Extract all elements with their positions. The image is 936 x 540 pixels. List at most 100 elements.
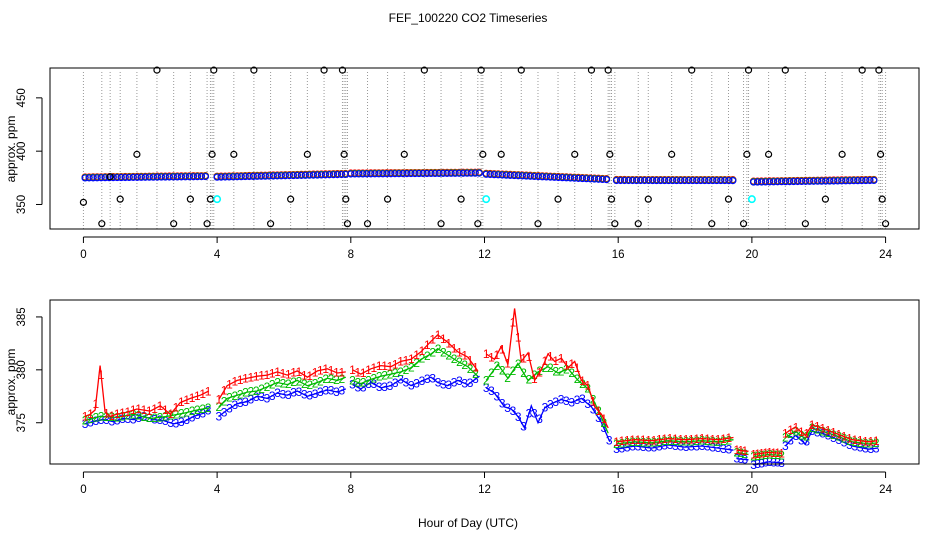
bottom-series-1-point: 1 bbox=[408, 352, 415, 366]
top-series-3-point bbox=[870, 176, 878, 185]
top-series-3-point bbox=[677, 176, 685, 185]
bottom-series-3-point: 3 bbox=[237, 396, 244, 410]
top-series-3-point bbox=[669, 176, 677, 185]
bottom-series-1-point: 1 bbox=[173, 401, 180, 415]
bottom-series-1-point: 1 bbox=[619, 434, 626, 448]
bottom-series-1-point: 1 bbox=[253, 369, 260, 383]
top-x-tick-label: 16 bbox=[612, 249, 625, 261]
bottom-series-3-point: 3 bbox=[429, 372, 436, 386]
top-series-3-point bbox=[265, 172, 273, 180]
bottom-series-1-point: 1 bbox=[742, 444, 749, 458]
top-series-3-point bbox=[653, 176, 661, 185]
bottom-series-3-point: 3 bbox=[248, 393, 255, 407]
top-reference-point bbox=[724, 195, 733, 203]
bottom-series-2-line bbox=[736, 451, 749, 456]
top-series-3-point bbox=[347, 170, 355, 178]
bottom-series-1-point: 1 bbox=[125, 405, 132, 419]
top-series-3-point bbox=[645, 176, 653, 185]
top-series-3-point bbox=[415, 169, 423, 178]
bottom-series-3-point: 3 bbox=[167, 416, 174, 430]
bottom-series-1-point: 1 bbox=[873, 434, 880, 448]
bottom-series-3-point: 3 bbox=[619, 441, 626, 455]
bottom-series-3-point: 3 bbox=[360, 380, 367, 394]
bottom-series-1-point: 1 bbox=[280, 367, 287, 381]
top-series-3-point bbox=[375, 170, 383, 178]
top-series-3-point bbox=[455, 169, 463, 177]
bottom-series-1-point: 1 bbox=[830, 426, 837, 440]
bottom-series-2-point: 2 bbox=[563, 362, 570, 376]
top-series-3-point bbox=[137, 173, 145, 181]
bottom-series-1-point: 1 bbox=[338, 365, 345, 379]
bottom-series-2-point: 2 bbox=[242, 386, 249, 400]
bottom-series-2-point: 2 bbox=[770, 448, 777, 462]
top-series-3-point bbox=[566, 174, 574, 182]
top-series-3-point bbox=[518, 172, 526, 180]
top-series-3-point bbox=[494, 171, 502, 179]
bottom-series-3-point: 3 bbox=[667, 438, 674, 452]
bottom-series-2-point: 2 bbox=[114, 410, 121, 424]
top-series-3-point bbox=[273, 172, 281, 180]
bottom-series-1-point: 1 bbox=[851, 433, 858, 447]
bottom-series-3-point: 3 bbox=[787, 433, 794, 447]
bottom-series-2-point: 2 bbox=[253, 384, 260, 398]
bottom-series-3-point: 3 bbox=[606, 433, 613, 447]
bottom-series-1-point: 1 bbox=[306, 369, 313, 383]
bottom-series-1-point: 1 bbox=[371, 361, 378, 375]
bottom-series-1-point: 1 bbox=[130, 403, 137, 417]
bottom-series-2-point: 2 bbox=[624, 436, 631, 450]
bottom-series-2-point: 2 bbox=[488, 366, 495, 380]
bottom-series-2-point: 2 bbox=[135, 409, 142, 423]
bottom-series-2-point: 2 bbox=[857, 436, 864, 450]
bottom-series-1-point: 1 bbox=[688, 432, 695, 446]
bottom-series-2-point: 2 bbox=[515, 357, 522, 371]
bottom-series-2-point: 2 bbox=[720, 434, 727, 448]
bottom-series-1-point: 1 bbox=[141, 403, 148, 417]
top-reference-point bbox=[338, 66, 347, 74]
bottom-series-1-point: 1 bbox=[456, 346, 463, 360]
top-series-3-point bbox=[526, 172, 534, 180]
bottom-series-3-point: 3 bbox=[205, 403, 212, 417]
bottom-x-tick-label: 24 bbox=[879, 484, 892, 496]
top-reference-point bbox=[266, 220, 275, 228]
bottom-series-2-point: 2 bbox=[167, 409, 174, 423]
bottom-series-1-point: 1 bbox=[635, 433, 642, 447]
bottom-series-2-point: 2 bbox=[296, 374, 303, 388]
bottom-series-1-point: 1 bbox=[461, 349, 468, 363]
top-series-3-point bbox=[459, 169, 467, 177]
bottom-series-2-point: 2 bbox=[173, 408, 180, 422]
bottom-series-2-line bbox=[753, 453, 783, 458]
bottom-series-2-point: 2 bbox=[119, 409, 126, 423]
bottom-series-1-point: 1 bbox=[360, 366, 367, 380]
bottom-series-1-point: 1 bbox=[467, 353, 474, 367]
top-reference-point bbox=[420, 66, 428, 74]
top-reference-point bbox=[400, 150, 408, 158]
bottom-series-3-point: 3 bbox=[231, 398, 238, 412]
top-series-3-point bbox=[689, 176, 697, 185]
top-x-tick-label: 0 bbox=[80, 249, 86, 261]
bottom-series-2-point: 2 bbox=[873, 436, 880, 450]
top-reference-point bbox=[186, 195, 194, 203]
bottom-series-1-point: 1 bbox=[167, 407, 174, 421]
top-reference-point bbox=[644, 195, 652, 203]
bottom-series-1-point: 1 bbox=[672, 432, 679, 446]
bottom-series-1-point: 1 bbox=[547, 350, 554, 364]
bottom-series-2-point: 2 bbox=[194, 403, 201, 417]
bottom-series-1-point: 1 bbox=[595, 404, 602, 418]
bottom-series-3-point: 3 bbox=[306, 389, 313, 403]
top-reference-point bbox=[303, 150, 311, 158]
bottom-series-3-point: 3 bbox=[365, 377, 372, 391]
bottom-series-1-point: 1 bbox=[841, 430, 848, 444]
bottom-series-1-point: 1 bbox=[574, 361, 581, 375]
bottom-series-2-point: 2 bbox=[306, 378, 313, 392]
top-series-3-point bbox=[133, 173, 141, 181]
top-series-3-point bbox=[173, 173, 181, 181]
bottom-series-2-point: 2 bbox=[552, 365, 559, 379]
bottom-series-1-point: 1 bbox=[451, 341, 458, 355]
bottom-series-3-line bbox=[352, 375, 480, 390]
top-series-3-point bbox=[371, 170, 379, 178]
bottom-series-2-point: 2 bbox=[130, 407, 137, 421]
top-reference-point bbox=[534, 220, 542, 228]
bottom-series-2-point: 2 bbox=[274, 376, 281, 390]
bottom-series-1-point: 1 bbox=[199, 387, 206, 401]
bottom-series-2-point: 2 bbox=[205, 401, 212, 415]
